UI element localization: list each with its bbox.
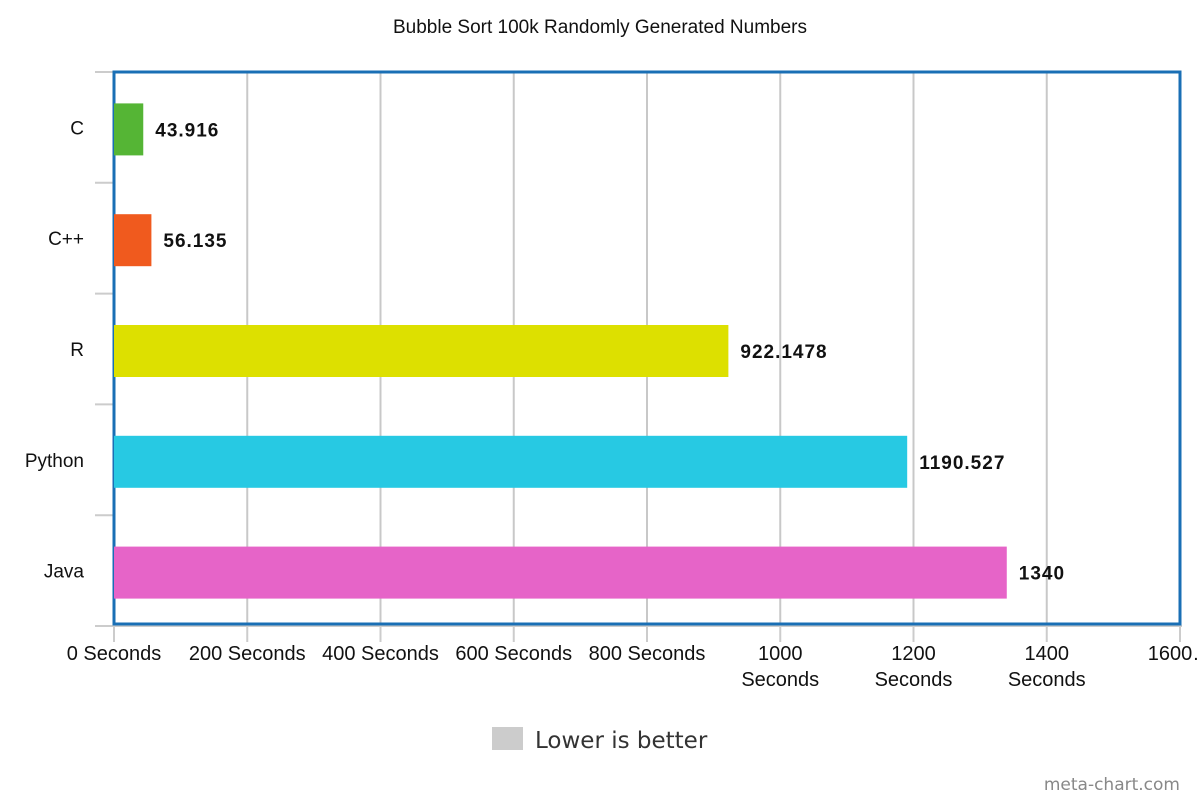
x-tick-label: 0 Seconds [67, 643, 162, 665]
data-labels: 43.916 56.135 922.1478 1190.527 1340 [155, 120, 1065, 585]
x-tick-label: 1400 Seconds [1008, 643, 1086, 691]
x-tick-label: 800 Seconds [589, 643, 706, 665]
data-label: 1340 [1019, 564, 1065, 585]
x-tick-label: 1200 Seconds [875, 643, 953, 691]
legend-label[interactable]: Lower is better [535, 728, 708, 754]
legend[interactable]: Lower is better [492, 727, 708, 754]
x-tick-labels: 0 Seconds 200 Seconds 400 Seconds 600 Secon… [67, 643, 1200, 691]
category-labels: C C++ R Python Java [25, 118, 85, 582]
x-tick-label: 1000 Seconds [741, 643, 819, 691]
data-label: 922.1478 [740, 342, 827, 363]
data-label: 56.135 [163, 231, 227, 252]
category-label: Python [25, 451, 84, 472]
bar-r[interactable] [114, 325, 729, 377]
category-label: C++ [48, 229, 84, 250]
bar-c[interactable] [114, 103, 144, 156]
category-label: R [70, 340, 84, 361]
category-label: C [70, 118, 84, 139]
x-tick-label: 600 Seconds [455, 643, 572, 665]
x-tick-label: 1600… [1148, 643, 1200, 665]
bars [114, 103, 1007, 599]
credit-text: meta-chart.com [1044, 775, 1180, 795]
category-label: Java [44, 562, 85, 583]
chart-title: Bubble Sort 100k Randomly Generated Numb… [393, 17, 807, 38]
x-tick-label: 400 Seconds [322, 643, 439, 665]
bar-java[interactable] [114, 546, 1007, 599]
data-label: 43.916 [155, 120, 219, 141]
bar-python[interactable] [114, 435, 908, 488]
bar-cpp[interactable] [114, 214, 152, 267]
data-label: 1190.527 [919, 453, 1005, 474]
x-tick-label: 200 Seconds [189, 643, 306, 665]
legend-swatch[interactable] [492, 727, 523, 750]
